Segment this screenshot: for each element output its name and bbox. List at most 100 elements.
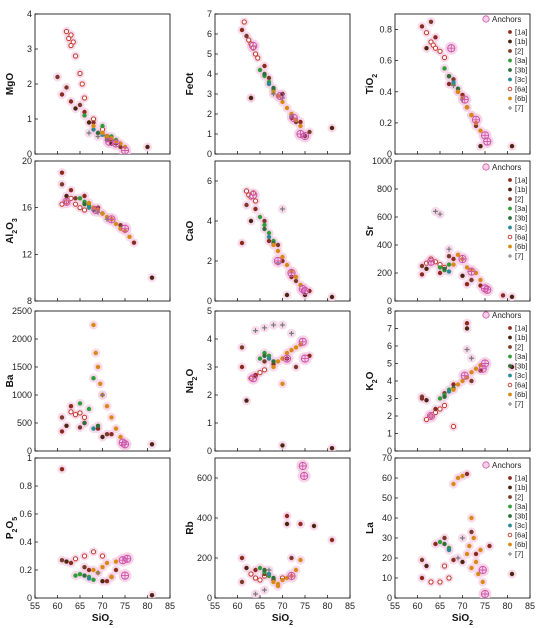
point-1b — [244, 398, 249, 403]
x-tick-label: 85 — [525, 601, 535, 611]
point-6a — [70, 39, 76, 45]
anchor-cross — [92, 206, 100, 214]
y-tick-label: 0 — [207, 296, 212, 306]
point-6b — [127, 234, 132, 240]
point-1b — [248, 218, 254, 224]
legend-marker-2 — [508, 345, 512, 349]
legend-label: [6b] — [515, 540, 528, 549]
point-7 — [262, 325, 267, 331]
point-3b — [95, 423, 101, 428]
legend-label: [1b] — [515, 483, 528, 492]
legend-label: [3c] — [515, 371, 527, 380]
y-axis-label: Sr — [365, 226, 376, 237]
anchor-cross — [121, 146, 129, 154]
point-6a — [261, 367, 268, 373]
legend-label: [6a] — [515, 381, 528, 390]
panel-al2o3: 8 12 16 20 Al2O3 — [5, 156, 171, 306]
point-1a — [253, 206, 258, 212]
point-7 — [437, 211, 443, 217]
point-7 — [271, 322, 276, 328]
legend-label: [7] — [515, 550, 523, 559]
y-tick-label: 8 — [27, 296, 32, 306]
legend-label: [6a] — [515, 85, 528, 94]
point-1a — [104, 579, 110, 584]
legend-label: [7] — [515, 252, 523, 261]
point-2 — [59, 558, 65, 563]
point-6a — [428, 579, 434, 585]
legend-label: [3a] — [515, 502, 528, 511]
point-2 — [289, 555, 294, 561]
y-tick-label: 5 — [207, 49, 212, 59]
y-tick-label: 60 — [382, 473, 392, 483]
point-6b — [469, 370, 474, 375]
point-7 — [95, 209, 101, 215]
point-3a — [91, 577, 96, 582]
anchor-cross — [296, 130, 305, 138]
x-tick-label: 70 — [457, 601, 467, 611]
legend-marker-3b — [508, 68, 512, 72]
panel-cao: 0 2 4 6 CaO — [185, 160, 351, 306]
legend-marker-3a — [508, 58, 512, 63]
point-3c — [266, 81, 272, 87]
y-tick-label: 3 — [207, 362, 212, 372]
point-1a — [82, 193, 87, 199]
point-1b — [509, 294, 515, 299]
y-tick-label: 1 — [387, 429, 392, 439]
point-2 — [73, 196, 78, 201]
point-6b — [271, 579, 276, 585]
legend: Anchors [1a][1b][2][3a][3b][3c][6a][6b][7… — [482, 461, 528, 559]
legend-label: [1b] — [515, 37, 528, 46]
point-3c — [266, 234, 272, 240]
point-2 — [469, 529, 474, 535]
point-6b — [104, 560, 110, 566]
point-2 — [275, 242, 281, 248]
point-7 — [433, 209, 438, 214]
point-7 — [451, 83, 456, 88]
point-7 — [446, 246, 452, 252]
x-tick-label: 65 — [435, 601, 445, 611]
legend-marker-6a — [507, 86, 513, 92]
y-tick-label: 7 — [387, 324, 392, 334]
point-6a — [68, 409, 74, 415]
x-tick-label: 80 — [322, 601, 332, 611]
anchor-cross — [301, 132, 309, 140]
legend-anchor-marker — [482, 163, 490, 171]
point-1b — [424, 563, 429, 569]
point-1b — [280, 443, 285, 448]
point-1a — [239, 27, 245, 33]
point-6b — [455, 475, 461, 481]
point-1b — [149, 593, 155, 598]
point-1a — [451, 382, 456, 387]
point-7 — [289, 331, 294, 336]
point-1a — [68, 560, 74, 566]
point-2 — [118, 144, 123, 150]
y-tick-label: 4 — [207, 216, 212, 226]
point-1a — [59, 467, 65, 472]
point-2 — [262, 218, 267, 224]
x-tick-label: 65 — [75, 601, 85, 611]
y-axis-label: Na2O — [185, 369, 199, 394]
point-6b — [455, 382, 461, 387]
x-tick-label: 75 — [480, 601, 490, 611]
legend-label: [1b] — [515, 185, 528, 194]
point-6b — [464, 265, 470, 270]
point-3b — [271, 85, 276, 91]
y-tick-label: 2000 — [12, 334, 32, 344]
panel-p2o5: 0 0.2 0.4 0.6 0.8 1 55 60 65 70 75 80 85 P2O5 SiO2 — [5, 453, 175, 627]
y-tick-label: 0 — [27, 593, 32, 603]
point-6a — [437, 48, 443, 54]
legend-marker-1b — [508, 39, 512, 44]
point-6b — [95, 364, 101, 370]
point-2 — [77, 102, 83, 108]
panel-k2o: 0 1 2 3 4 5 6 7 8 K2O — [365, 306, 531, 456]
legend-label: [6a] — [515, 233, 528, 242]
point-1b — [64, 193, 69, 199]
y-tick-label: 40 — [382, 513, 392, 523]
legend-anchor-marker — [482, 461, 490, 469]
anchor-cross — [481, 590, 489, 598]
point-1a — [239, 555, 245, 561]
point-1b — [424, 46, 429, 51]
point-6a — [441, 563, 448, 569]
legend-marker-6a — [507, 532, 513, 538]
point-6b — [280, 99, 285, 105]
